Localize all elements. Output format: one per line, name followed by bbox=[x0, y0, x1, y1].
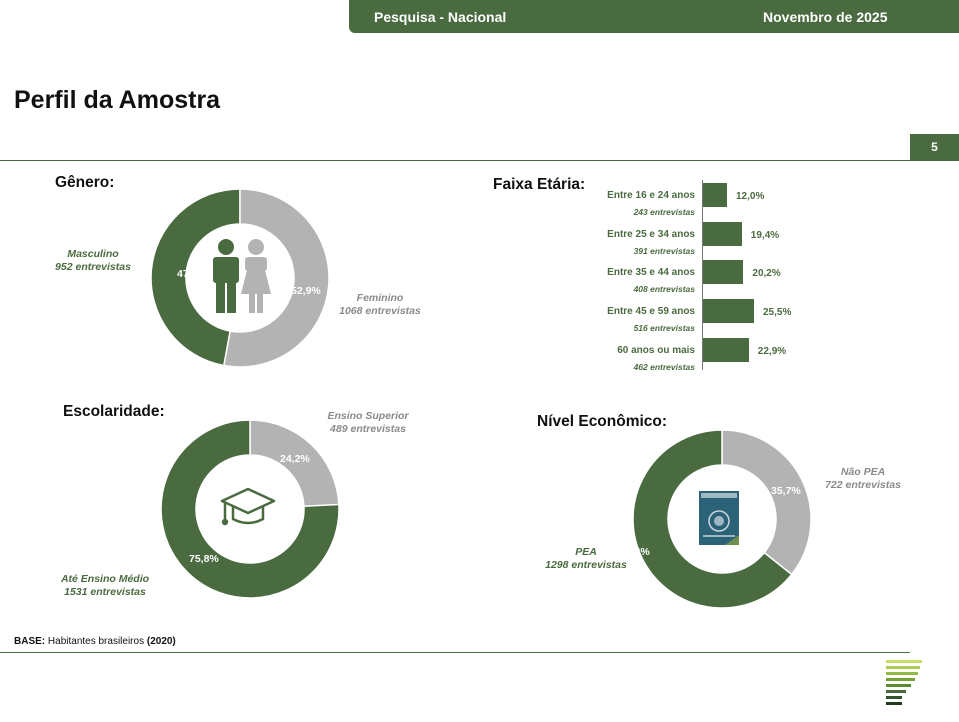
economic-category-nao-pea: Não PEA bbox=[840, 466, 886, 478]
economic-count-nao-pea: 722 entrevistas bbox=[825, 479, 901, 491]
age-category-label: Entre 16 e 24 anos bbox=[607, 190, 695, 201]
gender-slice-1 bbox=[222, 188, 330, 368]
age-bar bbox=[703, 260, 744, 285]
age-count-label: 516 entrevistas bbox=[633, 323, 695, 334]
gender-count-male: 952 entrevistas bbox=[55, 261, 131, 273]
work-card-icon bbox=[699, 491, 739, 545]
age-count-label: 408 entrevistas bbox=[633, 284, 695, 295]
age-bar bbox=[703, 183, 727, 207]
gender-label-female: Feminino 1068 entrevistas bbox=[325, 292, 435, 318]
page-number: 5 bbox=[910, 134, 959, 161]
gender-value-label-male: 47,1% bbox=[177, 268, 207, 280]
education-count-superior: 489 entrevistas bbox=[330, 423, 406, 435]
header-bar: Pesquisa - Nacional Novembro de 2025 bbox=[349, 0, 959, 33]
economic-label-pea: PEA 1298 entrevistas bbox=[531, 546, 641, 572]
economic-label-nao-pea: Não PEA 722 entrevistas bbox=[808, 466, 918, 492]
base-note-label: BASE: bbox=[14, 636, 46, 647]
age-value-label: 22,9% bbox=[757, 345, 787, 357]
education-category-medio: Até Ensino Médio bbox=[60, 573, 150, 585]
education-value-label-medio: 75,8% bbox=[189, 553, 219, 565]
age-bar bbox=[703, 221, 742, 246]
gender-chart-title: Gênero: bbox=[55, 174, 115, 191]
people-icon bbox=[213, 239, 271, 313]
base-note-text: Habitantes brasileiros bbox=[47, 636, 145, 647]
header-date: Novembro de 2025 bbox=[763, 9, 888, 25]
age-chart-title: Faixa Etária: bbox=[493, 176, 586, 193]
age-category-label: 60 anos ou mais bbox=[617, 344, 695, 356]
economic-donut-chart: 35,7% 64,3% bbox=[632, 429, 812, 609]
gender-slice-0 bbox=[150, 188, 241, 367]
graduation-cap-icon bbox=[220, 487, 276, 526]
education-donut-chart: 24,2% 75,8% bbox=[160, 419, 340, 599]
page-title: Perfil da Amostra bbox=[14, 86, 221, 114]
age-count-label: 243 entrevistas bbox=[633, 207, 695, 217]
education-category-superior: Ensino Superior bbox=[327, 410, 409, 422]
gender-count-female: 1068 entrevistas bbox=[339, 305, 421, 317]
age-value-label: 12,0% bbox=[736, 191, 765, 202]
age-category-label: Entre 35 e 44 anos bbox=[607, 267, 695, 279]
age-bar bbox=[703, 337, 749, 362]
economic-chart-title: Nível Econômico: bbox=[537, 413, 668, 430]
age-value-label: 25,5% bbox=[763, 307, 792, 319]
gender-value-label-female: 52,9% bbox=[291, 285, 321, 297]
age-value-label: 19,4% bbox=[750, 229, 780, 241]
economic-value-label-nao-pea: 35,7% bbox=[771, 485, 801, 497]
brand-logo-icon bbox=[886, 660, 922, 705]
base-note-year: (2020) bbox=[146, 636, 176, 647]
education-label-superior: Ensino Superior 489 entrevistas bbox=[313, 410, 423, 436]
education-count-medio: 1531 entrevistas bbox=[64, 586, 146, 598]
economic-category-pea: PEA bbox=[575, 546, 597, 558]
education-chart-title: Escolaridade: bbox=[63, 403, 165, 420]
age-category-label: Entre 25 e 34 anos bbox=[607, 228, 695, 240]
age-count-label: 391 entrevistas bbox=[633, 245, 695, 256]
age-bar bbox=[703, 299, 754, 324]
header-survey-title: Pesquisa - Nacional bbox=[374, 9, 507, 25]
economic-count-pea: 1298 entrevistas bbox=[545, 559, 627, 571]
education-value-label-superior: 24,2% bbox=[280, 453, 310, 465]
bottom-divider bbox=[0, 652, 910, 653]
top-divider bbox=[0, 160, 910, 161]
gender-category-female: Feminino bbox=[356, 292, 404, 304]
education-slice-1 bbox=[160, 419, 340, 599]
economic-slice-0 bbox=[721, 429, 812, 576]
economic-slice-1 bbox=[632, 429, 793, 609]
economic-value-label-pea: 64,3% bbox=[632, 546, 650, 558]
gender-label-male: Masculino 952 entrevistas bbox=[38, 248, 148, 274]
age-value-label: 20,2% bbox=[752, 268, 781, 280]
gender-category-male: Masculino bbox=[67, 248, 119, 260]
age-axis-line bbox=[702, 180, 703, 370]
age-category-label: Entre 45 e 59 anos bbox=[607, 306, 695, 318]
base-note: BASE: Habitantes brasileiros (2020) bbox=[14, 636, 176, 647]
age-count-label: 462 entrevistas bbox=[633, 361, 695, 372]
education-label-medio: Até Ensino Médio 1531 entrevistas bbox=[50, 573, 160, 599]
gender-donut-chart: 47,1% 52,9% bbox=[150, 188, 330, 368]
